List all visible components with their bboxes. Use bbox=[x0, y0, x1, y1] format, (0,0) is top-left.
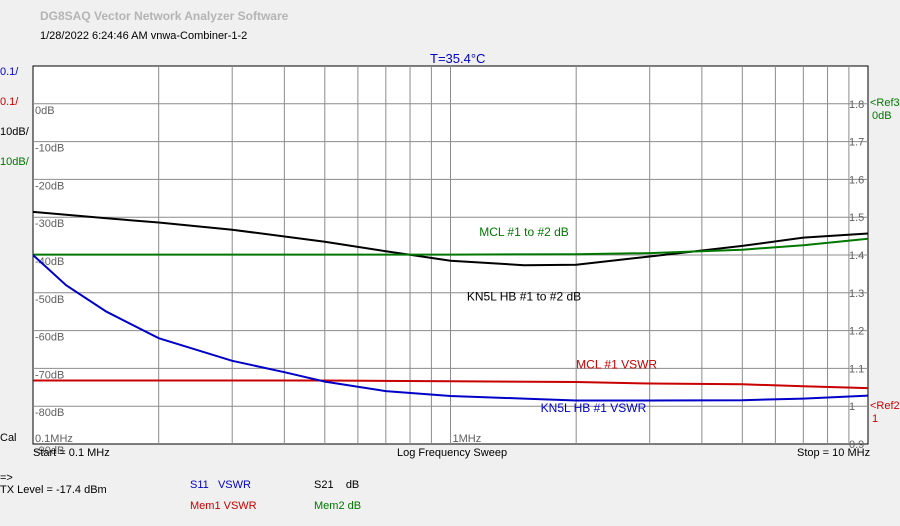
temperature-readout: T=35.4°C bbox=[430, 51, 486, 66]
right-tick-label: 1.8 bbox=[849, 99, 864, 111]
left-tick-label: -80dB bbox=[35, 407, 64, 419]
series-label-3: KN5L HB #1 VSWR bbox=[541, 401, 647, 415]
legend-mem2[interactable]: Mem2 dB bbox=[314, 500, 361, 512]
legend-s11-param: S11 bbox=[190, 479, 209, 491]
right-tick-label: 1.4 bbox=[849, 250, 864, 262]
sweep-stop[interactable]: Stop = 10 MHz bbox=[797, 447, 871, 459]
ref3-marker: <Ref3 bbox=[870, 97, 900, 109]
right-tick-label: 1.6 bbox=[849, 174, 864, 186]
legend-mem1-param: Mem1 bbox=[190, 500, 221, 512]
right-tick-label: 1.7 bbox=[849, 137, 864, 149]
status-arrow: => bbox=[0, 472, 13, 484]
left-scale-mem1[interactable]: 0.1/ bbox=[0, 96, 19, 108]
series-line-3 bbox=[32, 254, 869, 402]
left-tick-label: -50dB bbox=[35, 294, 64, 306]
x-tick-label: 0.1MHz bbox=[35, 433, 73, 445]
legend-mem2-format: dB bbox=[347, 500, 362, 512]
legend-mem1[interactable]: Mem1 VSWR bbox=[190, 500, 257, 512]
cal-label: Cal bbox=[0, 432, 17, 444]
left-tick-label: -90dB bbox=[35, 445, 64, 457]
legend-s21-param: S21 bbox=[314, 479, 334, 491]
legend-s21[interactable]: S21 dB bbox=[314, 479, 359, 491]
series-line-2 bbox=[33, 379, 869, 390]
series-label-1: MCL #1 to #2 dB bbox=[479, 225, 569, 239]
series-label-2: MCL #1 VSWR bbox=[576, 357, 657, 371]
right-tick-label: 1.3 bbox=[849, 288, 864, 300]
legend-s11[interactable]: S11 VSWR bbox=[190, 479, 251, 491]
legend-mem1-format: VSWR bbox=[223, 500, 257, 512]
right-tick-label: 1.5 bbox=[849, 212, 864, 224]
right-tick-label: 1.1 bbox=[849, 363, 864, 375]
left-scale-s11[interactable]: 0.1/ bbox=[0, 66, 19, 78]
app-title: DG8SAQ Vector Network Analyzer Software bbox=[40, 9, 289, 23]
x-tick-label: 1MHz bbox=[453, 433, 482, 445]
legend-s21-format: dB bbox=[345, 479, 360, 491]
tx-level[interactable]: TX Level = -17.4 dBm bbox=[0, 484, 107, 496]
left-tick-label: -60dB bbox=[35, 332, 64, 344]
ref3-value: 0dB bbox=[872, 110, 892, 122]
series-labels: KN5L HB #1 to #2 dB MCL #1 to #2 dB MCL #1… bbox=[467, 225, 658, 415]
left-tick-label: -20dB bbox=[35, 180, 64, 192]
ref2-value: 1 bbox=[872, 413, 879, 425]
sweep-start[interactable]: Start = 0.1 MHz bbox=[33, 447, 110, 459]
right-tick-label: 1 bbox=[849, 401, 855, 413]
left-tick-label: -70dB bbox=[35, 369, 64, 381]
legend-s11-format: VSWR bbox=[217, 479, 251, 491]
measurement-timestamp: 1/28/2022 6:24:46 AM vnwa-Combiner-1-2 bbox=[40, 30, 248, 42]
left-tick-label: -30dB bbox=[35, 218, 64, 230]
series-line-0 bbox=[32, 210, 869, 267]
series-label-0: KN5L HB #1 to #2 dB bbox=[467, 289, 581, 303]
legend-mem2-param: Mem2 bbox=[314, 500, 345, 512]
left-tick-label: 0dB bbox=[35, 105, 55, 117]
series-line-1 bbox=[33, 237, 869, 256]
ref2-marker: <Ref2 bbox=[870, 400, 900, 412]
left-scale-s21[interactable]: 10dB/ bbox=[0, 126, 29, 138]
tick-labels: 0dB -10dB -20dB -30dB -40dB -50dB -60dB -70dB -8… bbox=[35, 99, 864, 457]
left-tick-label: -40dB bbox=[35, 256, 64, 268]
right-tick-label: 0.9 bbox=[849, 439, 864, 451]
sweep-mode[interactable]: Log Frequency Sweep bbox=[397, 447, 508, 459]
series-lines bbox=[32, 210, 869, 402]
right-tick-label: 1.2 bbox=[849, 326, 864, 338]
left-tick-label: -10dB bbox=[35, 143, 64, 155]
left-scale-mem2[interactable]: 10dB/ bbox=[0, 156, 29, 168]
